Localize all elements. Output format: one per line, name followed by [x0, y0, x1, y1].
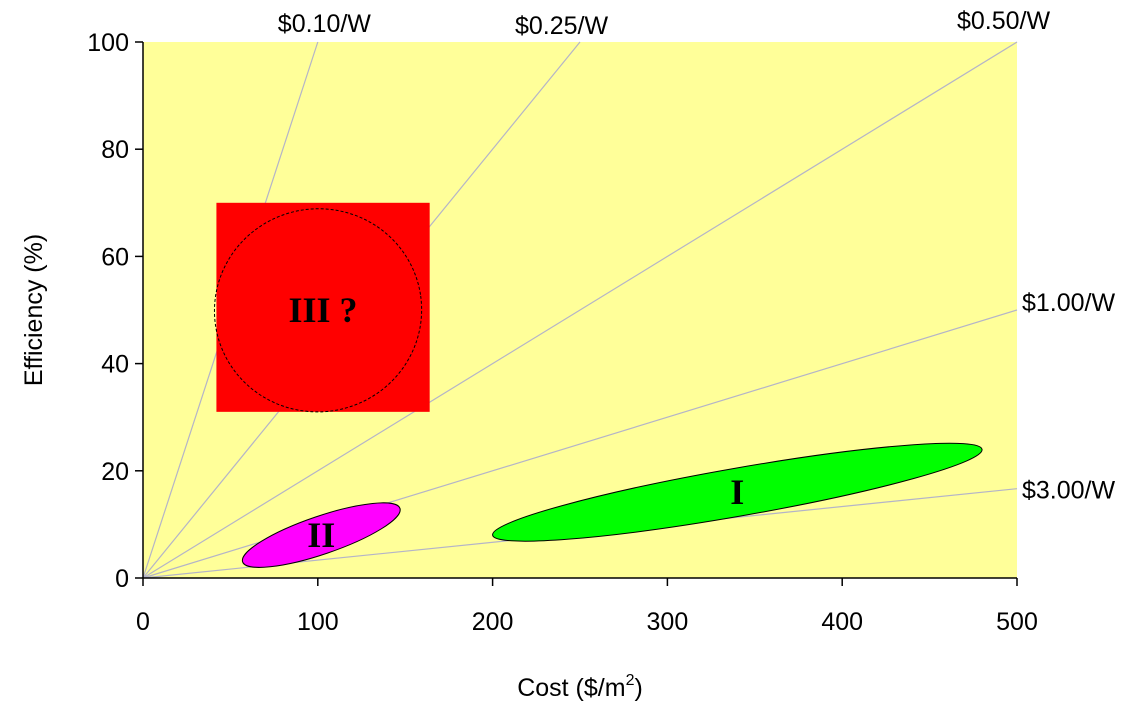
- axes: 0 20 40 60 80 100 0 100 200 300 400 500: [87, 29, 1038, 636]
- region-0-label: I: [730, 472, 744, 512]
- x-axis-title-tail: ): [634, 674, 642, 702]
- y-tick-label-1: 20: [101, 458, 129, 486]
- x-tick-label-4: 400: [821, 608, 863, 636]
- x-axis-title-superscript: 2: [626, 672, 635, 689]
- region-0-shape: [492, 442, 983, 542]
- cost-line-label-2: $0.50/W: [957, 7, 1051, 35]
- y-tick-label-4: 80: [101, 136, 129, 164]
- region-1-shape: [241, 502, 401, 568]
- y-tick-label-3: 60: [101, 243, 129, 271]
- x-tick-label-0: 0: [136, 608, 150, 636]
- y-tick-label-5: 100: [87, 29, 129, 57]
- y-tick-label-0: 0: [115, 565, 129, 593]
- cost-line-label-1: $0.25/W: [515, 12, 609, 40]
- x-tick-label-1: 100: [297, 608, 339, 636]
- cost-per-watt-lines: $0.10/W $0.25/W $0.50/W $1.00/W $3.00/W: [142, 7, 1116, 579]
- region-2-shape: [216, 202, 430, 412]
- x-tick-label-2: 200: [472, 608, 514, 636]
- x-axis-title-main: Cost ($/m: [517, 674, 625, 702]
- x-tick-label-5: 500: [996, 608, 1038, 636]
- cost-line-label-4: $3.00/W: [1022, 477, 1116, 505]
- x-tick-label-3: 300: [647, 608, 689, 636]
- y-tick-label-2: 40: [101, 351, 129, 379]
- y-axis-title: Efficiency (%): [20, 234, 48, 386]
- region-2-dashed-outline: [213, 208, 423, 413]
- cost-line-label-3: $1.00/W: [1022, 289, 1116, 317]
- x-axis-title: Cost ($/m2): [517, 672, 643, 702]
- cost-line-2: [142, 41, 1018, 579]
- region-1-label: II: [307, 515, 335, 555]
- region-2-label: III ?: [289, 290, 358, 330]
- cost-line-label-0: $0.10/W: [278, 10, 372, 38]
